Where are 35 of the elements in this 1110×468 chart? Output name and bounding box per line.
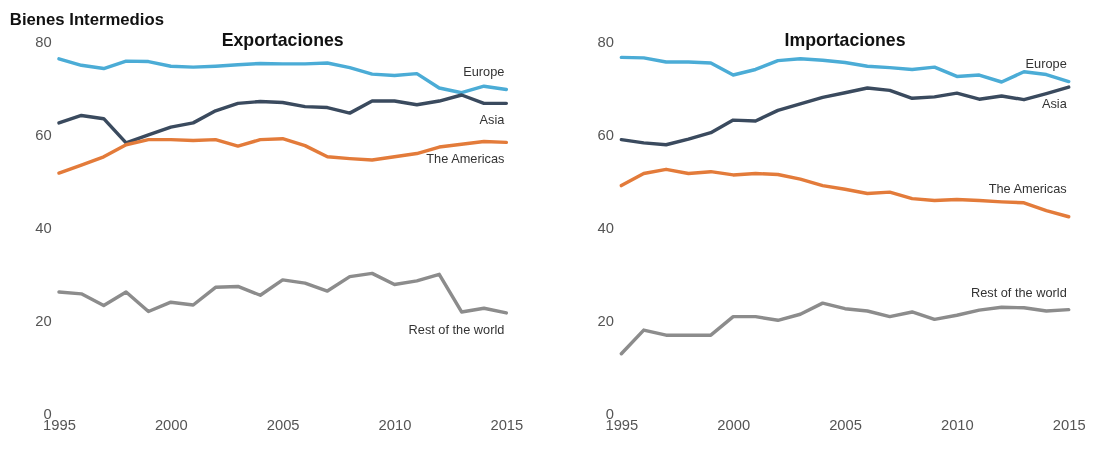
line-series [619,85,1071,147]
y-tick-label: 20 [597,313,614,330]
x-tick-label: 2000 [154,416,188,433]
y-tick-label: 20 [35,313,52,330]
x-tick-label: 2015 [490,416,524,433]
y-tick-label: 80 [35,34,52,51]
series-label: Rest of the world [970,284,1067,300]
x-tick-label: 2005 [829,416,862,433]
y-tick-label: 40 [35,220,52,237]
text: Bienes Intermedios [9,10,164,30]
line-series [619,55,1071,84]
chart-title: Importaciones [784,29,906,50]
series-label: Europe [463,63,505,79]
x-tick-label: 2010 [378,416,412,433]
y-tick-label: 60 [597,127,614,144]
series-label: Asia [479,112,506,128]
x-tick-label: 2005 [266,416,300,433]
line-series [619,167,1071,219]
series-label: The Americas [988,181,1067,197]
line-series [619,301,1071,356]
series-label: The Americas [426,151,505,167]
y-tick-label: 40 [597,220,614,237]
line-series [57,136,509,175]
x-tick-label: 2000 [717,416,751,433]
line-series [57,271,509,315]
series-label: Europe [1025,55,1067,71]
line-series [57,93,509,145]
x-tick-label: 2015 [1052,416,1086,433]
y-tick-label: 60 [35,127,52,144]
y-tick-label: 80 [597,34,614,51]
chart-title: Exportaciones [221,29,344,50]
series-label: Rest of the world [408,321,505,337]
x-tick-label: 2010 [940,416,974,433]
line-series [57,57,509,95]
series-label: Asia [1041,95,1068,111]
